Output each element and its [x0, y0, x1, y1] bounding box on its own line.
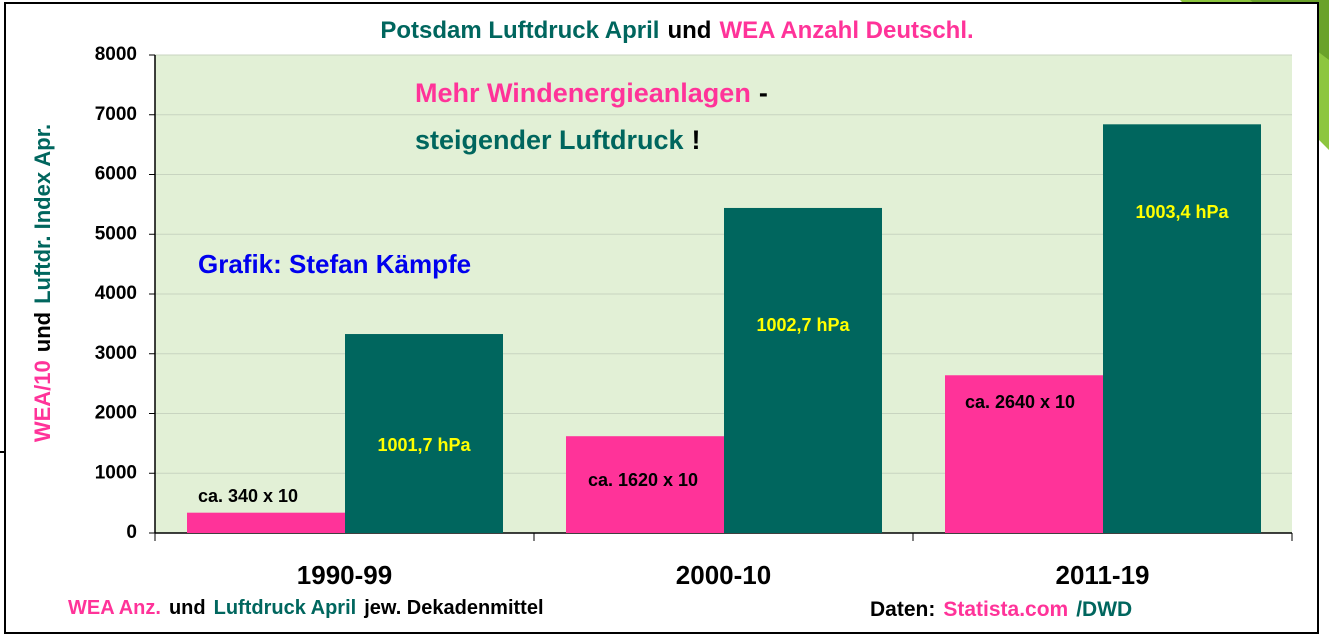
bar-note: 1002,7 hPa: [756, 315, 850, 335]
value-label: ca. 1620 x 10: [588, 470, 698, 490]
y-axis-label: WEA/10 und Luftdr. Index Apr.: [30, 124, 55, 442]
y-tick-label: 6000: [95, 164, 137, 185]
bar: [345, 334, 503, 533]
source-part: /DWD: [1076, 598, 1132, 621]
annotation: steigender Luftdruck!: [415, 125, 701, 155]
footer-part: Luftdruck April: [214, 597, 357, 619]
bar-note: 1001,7 hPa: [377, 435, 471, 455]
footer-part: und: [169, 597, 206, 619]
footer: WEA Anz. und Luftdruck April jew. Dekadenmi…: [68, 597, 544, 619]
source-part: Daten:: [870, 598, 935, 621]
x-tick-label: 1990-99: [297, 560, 392, 590]
chart-title: Potsdam Luftdruck April und WEA Anzahl Deu…: [380, 17, 973, 44]
credit: Grafik: Stefan Kämpfe: [198, 249, 471, 279]
y-tick-label: 3000: [95, 343, 137, 364]
bar: [1103, 124, 1261, 533]
bar: [945, 375, 1103, 533]
y-axis-label-part: Luftdr. Index Apr.: [30, 124, 55, 304]
footer-part: jew. Dekadenmittel: [363, 597, 543, 619]
annotation-part: Mehr Windenergieanlagen: [415, 78, 751, 108]
x-tick-label: 2011-19: [1056, 560, 1150, 590]
bar: [724, 207, 882, 533]
bar-note: 1003,4 hPa: [1135, 202, 1229, 222]
annotation-part: !: [692, 125, 701, 155]
y-tick-label: 5000: [95, 223, 137, 244]
chart-title-part: WEA Anzahl Deutschl.: [719, 17, 973, 44]
y-tick-label: 2000: [95, 403, 137, 424]
bar: [187, 512, 345, 533]
y-axis-label-part: WEA/10: [30, 360, 55, 442]
annotation-part: steigender Luftdruck: [415, 125, 685, 155]
x-tick-label: 2000-10: [676, 560, 771, 590]
chart-title-part: und: [667, 17, 711, 44]
y-tick-label: 7000: [95, 104, 137, 125]
annotation-part: -: [759, 78, 768, 108]
value-label: ca. 2640 x 10: [965, 392, 1075, 412]
value-label: ca. 340 x 10: [198, 486, 298, 506]
chart-title-part: Potsdam Luftdruck April: [380, 17, 659, 44]
bar: [566, 436, 724, 533]
y-tick-label: 8000: [95, 44, 137, 65]
y-tick-label: 1000: [95, 462, 137, 483]
y-tick-label: 4000: [95, 283, 137, 304]
annotation: Mehr Windenergieanlagen -: [415, 78, 768, 108]
footer-part: WEA Anz.: [68, 597, 161, 619]
source-part: Statista.com: [943, 598, 1068, 621]
y-tick-label: 0: [126, 522, 137, 543]
source: Daten: Statista.com/DWD: [870, 598, 1132, 621]
y-axis-label-part: und: [30, 312, 55, 352]
